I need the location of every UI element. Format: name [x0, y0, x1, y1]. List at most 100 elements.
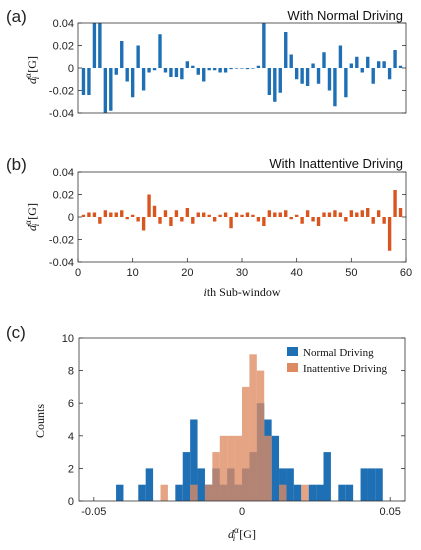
- panel-a-y-axis: -0.04 -0.02 0 0.02 0.04: [49, 18, 406, 120]
- bar: [185, 61, 190, 68]
- bar: [376, 210, 381, 217]
- panel-c-xlabel: dα i [G]: [228, 525, 256, 543]
- bar: [251, 214, 255, 217]
- bar: [382, 217, 386, 224]
- bar: [316, 68, 321, 84]
- bar: [130, 214, 135, 217]
- bar: [333, 68, 337, 107]
- panel-a-frame: [77, 22, 407, 114]
- bar: [202, 68, 206, 82]
- y-tick-label: -0.04: [49, 257, 74, 269]
- y-tick-label: 0.04: [53, 167, 74, 179]
- bar: [125, 68, 129, 82]
- histogram-bar-inattentive: [264, 435, 272, 501]
- panel-c-frame: [78, 337, 406, 502]
- bar: [262, 217, 266, 226]
- bar: [81, 214, 86, 217]
- bar: [273, 212, 277, 217]
- histogram-bar-inattentive: [204, 484, 213, 501]
- bar: [174, 68, 179, 77]
- y-tick-label: 0: [68, 212, 74, 224]
- y-tick-label: -0.02: [49, 86, 74, 98]
- bar: [202, 212, 206, 217]
- bar: [284, 32, 288, 68]
- bar: [169, 217, 173, 226]
- y-tick-label: 2: [68, 463, 74, 475]
- bar: [305, 68, 310, 86]
- bar: [278, 212, 282, 217]
- panel-a-title: With Normal Driving: [287, 8, 403, 23]
- histogram-bar-normal: [360, 468, 368, 501]
- bar: [371, 217, 375, 224]
- y-tick-label: 0.02: [53, 190, 74, 202]
- histogram-bar-inattentive: [301, 484, 309, 501]
- bar: [234, 68, 239, 69]
- bar: [120, 210, 124, 217]
- histogram-bar-normal: [367, 468, 376, 501]
- x-tick-label: 0: [239, 506, 245, 518]
- bar: [109, 68, 113, 111]
- histogram-bar-normal: [138, 484, 146, 501]
- bar: [355, 56, 359, 68]
- bar: [393, 190, 397, 217]
- bar: [322, 212, 326, 217]
- bar: [136, 45, 140, 68]
- histogram-bar-inattentive: [227, 435, 235, 501]
- bar: [212, 68, 217, 71]
- bar: [218, 214, 222, 217]
- bar: [251, 68, 255, 69]
- y-tick-label: 0.02: [53, 41, 74, 53]
- bar: [103, 68, 108, 113]
- panel-a-ylabel: dαi[G]: [23, 56, 41, 84]
- histogram-bar-normal: [190, 419, 198, 501]
- bar: [207, 68, 211, 71]
- bar: [125, 217, 129, 220]
- bar: [267, 210, 272, 217]
- bar: [245, 212, 250, 217]
- panel-b-xlabel: ith Sub-window: [203, 285, 280, 299]
- bar: [147, 68, 151, 73]
- histogram-bar-normal: [338, 484, 346, 501]
- bar: [278, 68, 282, 93]
- bar: [338, 45, 343, 68]
- bar: [92, 23, 97, 68]
- bar: [223, 212, 228, 217]
- bar: [136, 217, 140, 222]
- bar: [207, 214, 211, 217]
- legend-label-inattentive: Inattentive Driving: [303, 363, 388, 375]
- bar: [196, 68, 200, 75]
- bar: [163, 210, 168, 217]
- panel-b-ylabel: dαi[G]: [23, 203, 41, 231]
- panel-b-bars: [81, 190, 403, 251]
- panel-c-histogram: (c) 0 2 4 6 8 10 -0.05 0 0.05 Counts dα i [G] Nor…: [6, 323, 406, 543]
- bar: [163, 68, 168, 73]
- bar: [92, 212, 97, 217]
- bar: [109, 212, 113, 217]
- bar: [229, 217, 233, 229]
- bar: [344, 217, 348, 222]
- y-tick-label: 4: [68, 431, 74, 443]
- legend-label-normal: Normal Driving: [303, 347, 374, 359]
- bar: [333, 210, 337, 217]
- bar: [223, 68, 228, 73]
- y-tick-label: 10: [62, 333, 74, 345]
- bar: [196, 212, 200, 217]
- bar: [289, 217, 293, 220]
- x-tick-label: 10: [127, 267, 139, 279]
- histogram-bar-normal: [293, 484, 302, 501]
- bar: [262, 23, 266, 68]
- bar: [338, 212, 343, 217]
- bar: [81, 68, 86, 95]
- panel-b-y-axis: -0.04 -0.02 0 0.02 0.04: [49, 167, 406, 269]
- panel-a-bars: [81, 23, 403, 113]
- bar: [289, 54, 293, 68]
- histogram-bar-normal: [316, 484, 324, 501]
- bar: [158, 34, 162, 68]
- bar: [256, 217, 261, 222]
- bar: [212, 217, 217, 222]
- panel-c-x-axis: -0.05 0 0.05: [81, 497, 401, 518]
- x-tick-label: 0: [75, 267, 81, 279]
- bar: [240, 214, 244, 217]
- bar: [398, 208, 403, 217]
- bar: [180, 68, 184, 80]
